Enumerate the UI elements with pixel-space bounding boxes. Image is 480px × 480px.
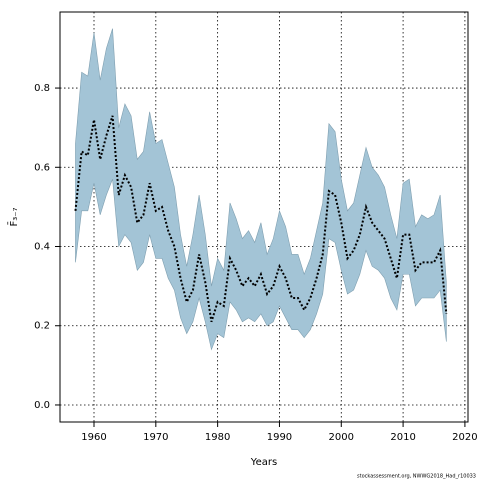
footnote: stockassessment.org, NWWG2018_Had_r10033 xyxy=(357,474,476,480)
x-tick-label: 1960 xyxy=(81,432,106,443)
y-tick-label: 0.6 xyxy=(34,162,50,173)
y-tick-label: 0.4 xyxy=(34,242,50,253)
x-tick-label: 2020 xyxy=(452,432,477,443)
y-tick-label: 0.8 xyxy=(34,83,50,94)
y-tick-label: 0.2 xyxy=(34,321,50,332)
confidence-band xyxy=(75,28,447,351)
median-line xyxy=(74,115,448,323)
x-axis-label: Years xyxy=(250,457,277,468)
plot-frame xyxy=(59,11,469,423)
x-tick-label: 2010 xyxy=(390,432,415,443)
x-tick-label: 1990 xyxy=(267,432,292,443)
y-axis-label: F̄₃₋₇ xyxy=(7,207,20,226)
x-tick-label: 2000 xyxy=(329,432,354,443)
y-tick-label: 0.0 xyxy=(34,400,50,411)
x-tick-label: 1970 xyxy=(143,432,168,443)
x-tick-label: 1980 xyxy=(205,432,230,443)
